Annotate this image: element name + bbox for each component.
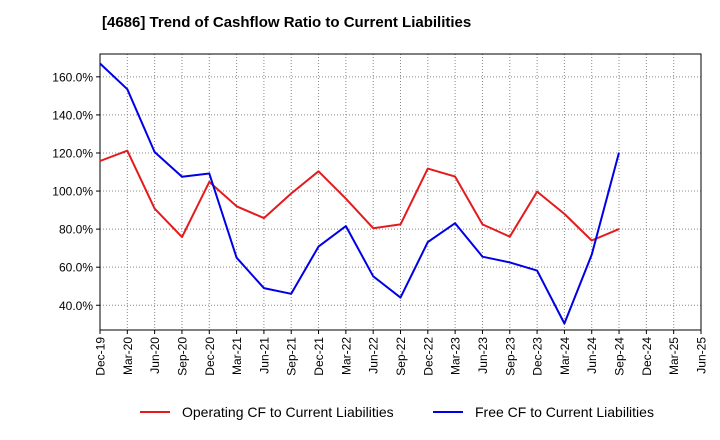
- y-tick-label: 120.0%: [52, 146, 93, 160]
- x-tick-label: Mar-24: [558, 337, 572, 375]
- legend-label-operating-cf: Operating CF to Current Liabilities: [182, 404, 394, 420]
- x-tick-label: Jun-20: [148, 337, 162, 374]
- chart-title: [4686] Trend of Cashflow Ratio to Curren…: [102, 14, 472, 31]
- x-tick-label: Mar-22: [339, 337, 353, 375]
- x-tick-label: Dec-22: [421, 337, 435, 376]
- series-line-operating-cf: [99, 149, 620, 242]
- y-tick-label: 100.0%: [52, 185, 93, 199]
- x-tick-label: Jun-21: [257, 337, 271, 374]
- legend-swatch-free-cf: [433, 411, 463, 413]
- legend-label-free-cf: Free CF to Current Liabilities: [475, 404, 654, 420]
- series-layer: [99, 62, 620, 325]
- x-tick-label: Jun-23: [476, 337, 490, 374]
- y-tick-label: 40.0%: [59, 299, 93, 313]
- x-tick-label: Dec-23: [531, 337, 545, 376]
- x-tick-label: Jun-22: [367, 337, 381, 374]
- x-tick-label: Dec-19: [94, 337, 108, 376]
- x-tick-label: Mar-21: [230, 337, 244, 375]
- x-tick-label: Dec-24: [640, 337, 654, 376]
- y-axis-ticks: 40.0% 60.0% 80.0% 100.0% 120.0% 140.0% 160.0%: [52, 70, 100, 313]
- y-tick-label: 160.0%: [52, 70, 93, 84]
- x-tick-label: Sep-21: [285, 337, 299, 376]
- y-tick-label: 80.0%: [59, 223, 93, 237]
- x-tick-label: Mar-20: [121, 337, 135, 375]
- x-tick-label: Jun-24: [585, 337, 599, 374]
- series-line-free-cf: [99, 62, 620, 325]
- x-tick-label: Mar-23: [449, 337, 463, 375]
- x-tick-label: Dec-21: [312, 337, 326, 376]
- y-tick-label: 140.0%: [52, 108, 93, 122]
- x-tick-label: Sep-22: [394, 337, 408, 376]
- x-axis-ticks: Dec-19 Mar-20 Jun-20 Sep-20 Dec-20 Mar-21 Jun-…: [94, 330, 709, 376]
- legend-item-operating-cf: Operating CF to Current Liabilities: [140, 404, 394, 420]
- y-tick-label: 60.0%: [59, 261, 93, 275]
- x-tick-label: Sep-20: [175, 337, 189, 376]
- legend-swatch-operating-cf: [140, 411, 170, 413]
- x-tick-label: Mar-25: [667, 337, 681, 375]
- x-tick-label: Sep-24: [613, 337, 627, 376]
- x-tick-label: Jun-25: [695, 337, 709, 374]
- x-tick-label: Dec-20: [203, 337, 217, 376]
- legend-item-free-cf: Free CF to Current Liabilities: [433, 404, 654, 420]
- x-tick-label: Sep-23: [503, 337, 517, 376]
